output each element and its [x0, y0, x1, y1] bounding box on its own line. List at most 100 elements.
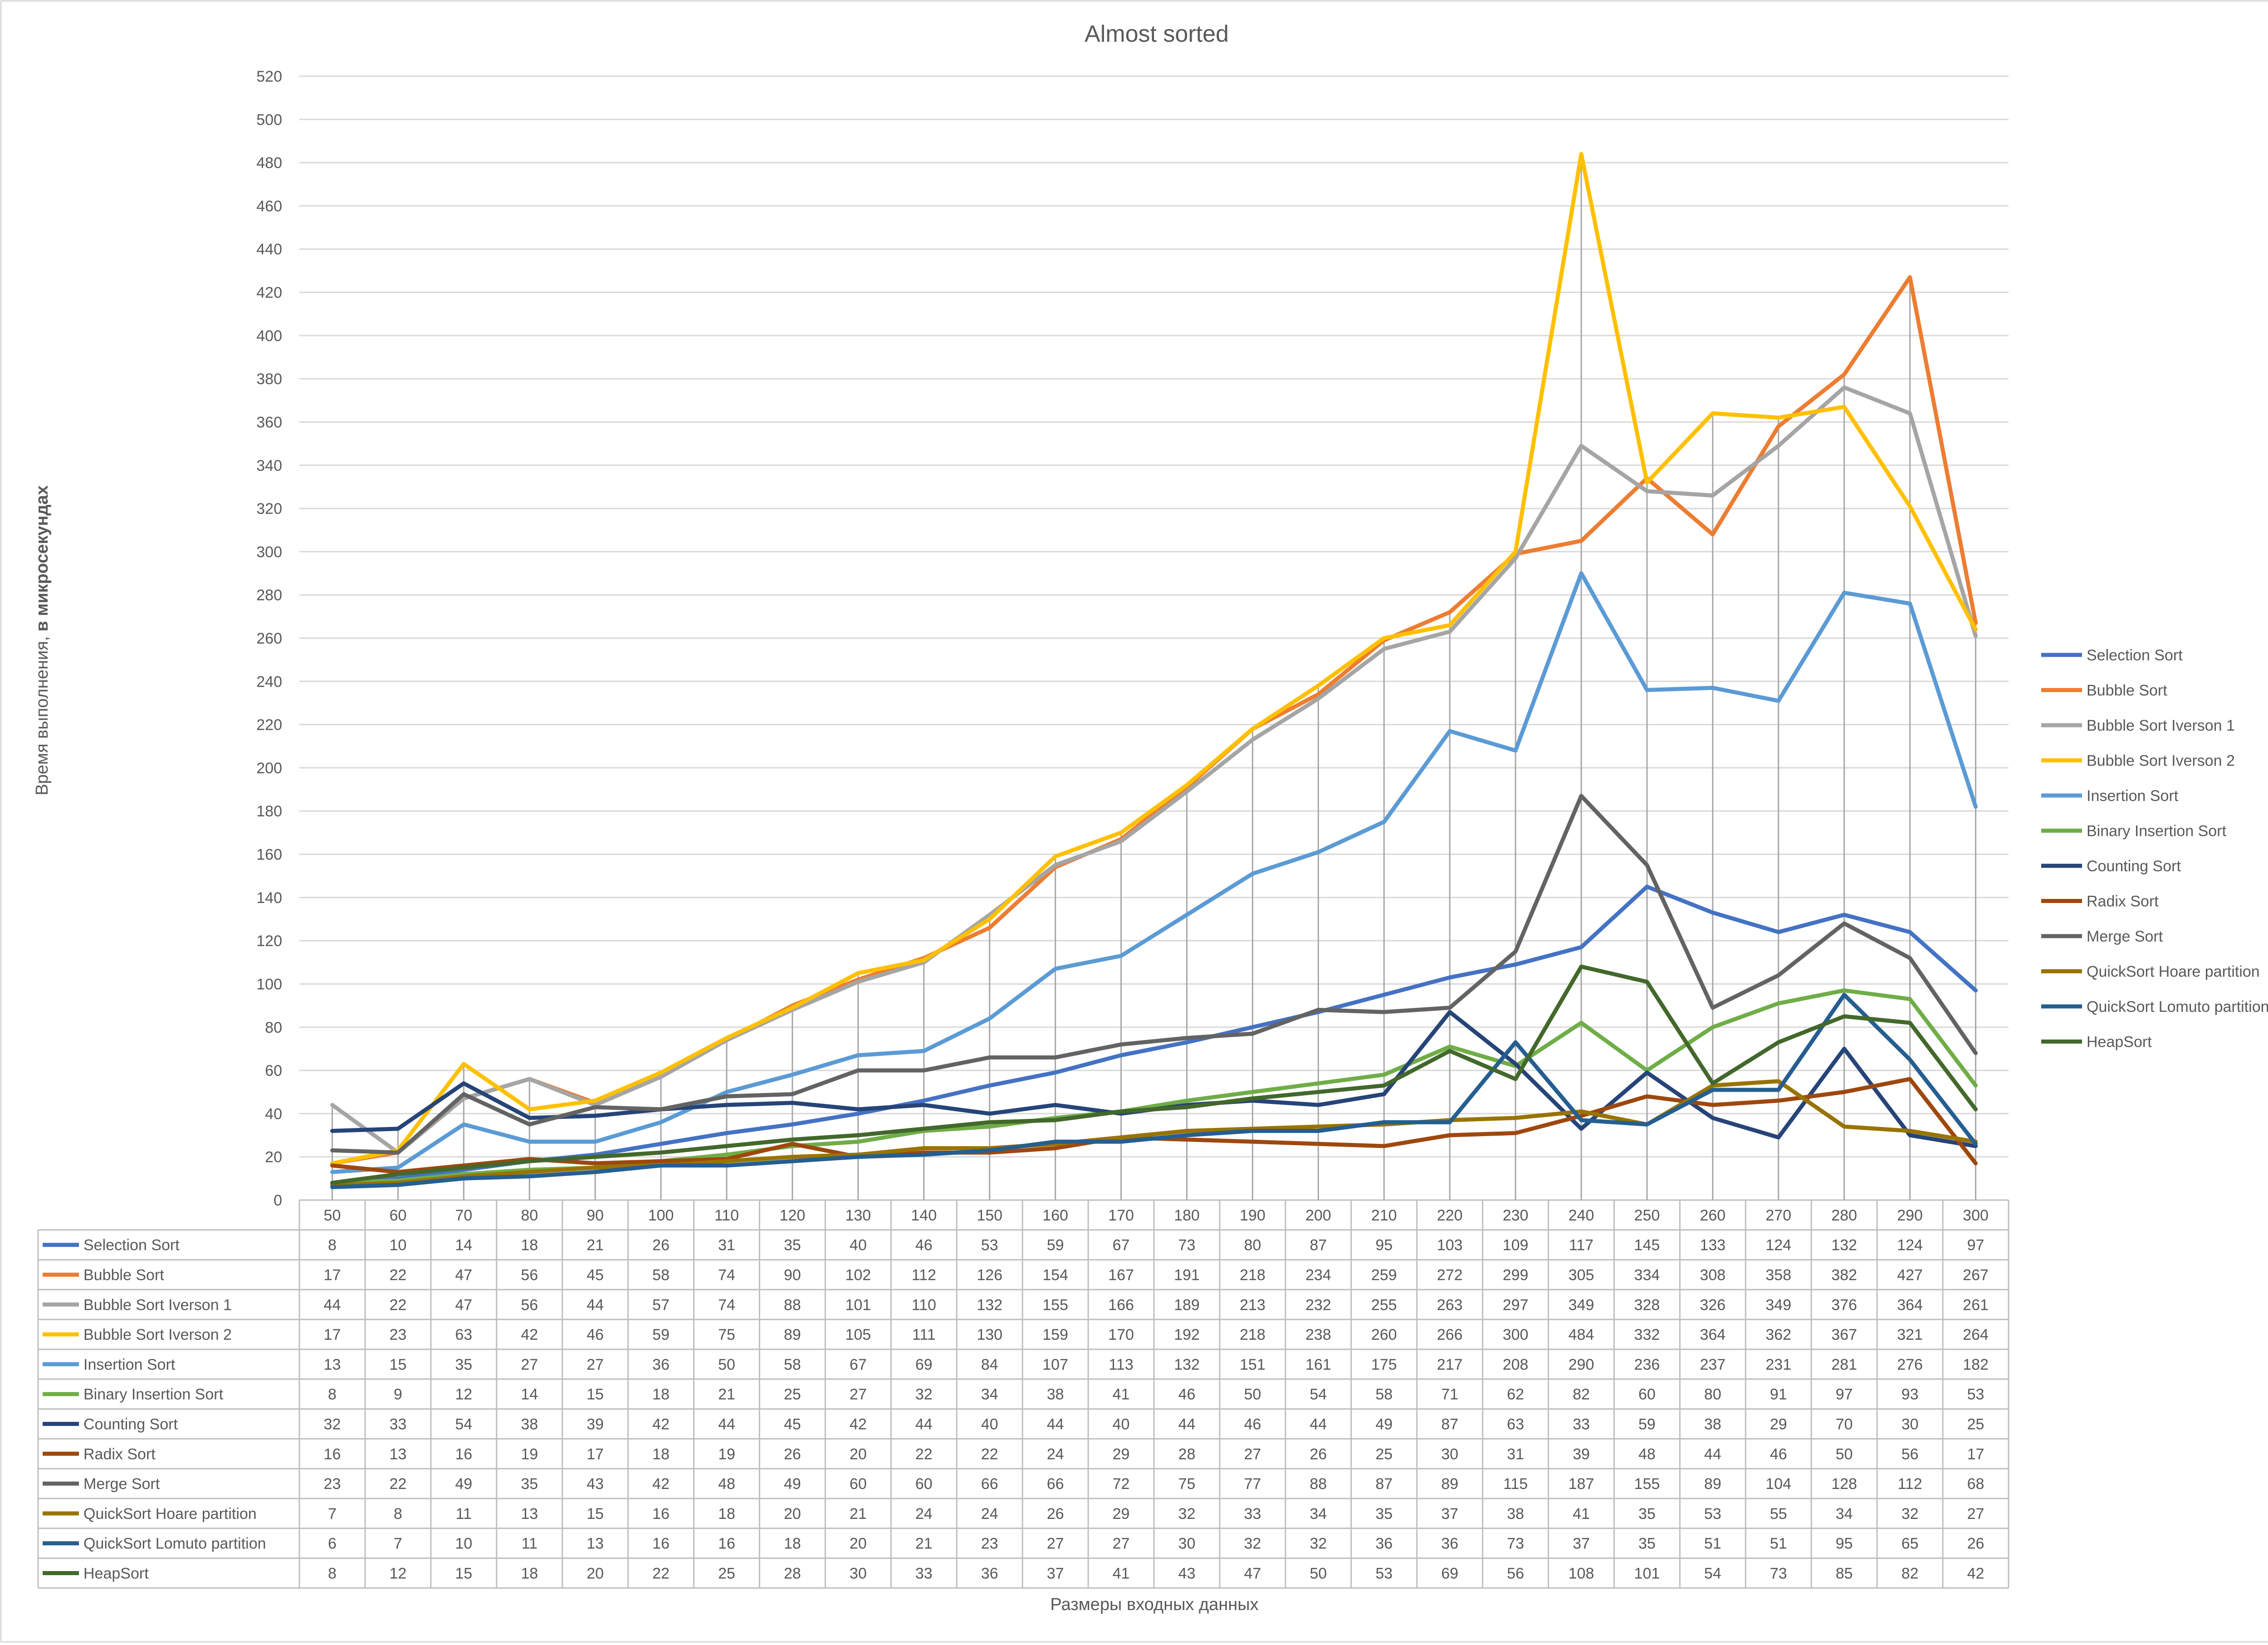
- table-cell: 16: [455, 1445, 472, 1463]
- table-cell: 32: [1901, 1505, 1919, 1523]
- table-cell: 50: [1244, 1386, 1261, 1403]
- table-cell: 51: [1770, 1535, 1787, 1552]
- series-line: [330, 884, 1978, 1185]
- table-cell: 16: [324, 1445, 341, 1463]
- table-cell: 18: [521, 1565, 538, 1582]
- table-cell: 38: [1507, 1505, 1524, 1523]
- table-cell: 53: [1704, 1505, 1721, 1523]
- table-row-label: Bubble Sort Iverson 1: [83, 1296, 232, 1313]
- x-tick-label: 180: [1174, 1207, 1200, 1224]
- y-tick-label: 140: [256, 889, 282, 907]
- x-tick-label: 100: [648, 1207, 674, 1224]
- table-cell: 66: [1047, 1475, 1064, 1493]
- table-cell: 46: [1770, 1445, 1787, 1463]
- table-cell: 62: [1507, 1386, 1524, 1403]
- table-cell: 130: [977, 1326, 1002, 1343]
- table-cell: 59: [652, 1326, 670, 1343]
- table-cell: 7: [328, 1505, 337, 1523]
- table-cell: 367: [1831, 1326, 1857, 1343]
- table-cell: 23: [981, 1535, 998, 1552]
- table-cell: 44: [915, 1416, 933, 1433]
- table-cell: 44: [324, 1296, 341, 1313]
- legend-entry: Counting Sort: [2087, 858, 2181, 875]
- table-cell: 349: [1765, 1296, 1791, 1313]
- table-cell: 15: [389, 1356, 406, 1373]
- table-cell: 16: [652, 1505, 670, 1523]
- table-cell: 18: [652, 1386, 670, 1403]
- legend-entry: Insertion Sort: [2087, 787, 2179, 805]
- table-cell: 27: [521, 1356, 538, 1373]
- table-cell: 264: [1963, 1326, 1989, 1343]
- series-line: [330, 571, 1978, 1174]
- table-cell: 34: [981, 1386, 998, 1403]
- series-line: [330, 992, 1978, 1189]
- table-cell: 97: [1836, 1386, 1853, 1403]
- table-cell: 49: [784, 1475, 801, 1493]
- table-cell: 35: [1375, 1505, 1393, 1523]
- table-cell: 77: [1244, 1475, 1261, 1493]
- y-tick-label: 0: [274, 1192, 282, 1209]
- table-cell: 364: [1897, 1296, 1923, 1313]
- table-cell: 27: [1967, 1505, 1984, 1523]
- table-cell: 18: [652, 1445, 670, 1463]
- y-tick-label: 440: [256, 241, 282, 258]
- table-cell: 30: [1901, 1416, 1919, 1433]
- table-cell: 28: [1178, 1445, 1196, 1463]
- table-cell: 54: [1704, 1565, 1721, 1582]
- table-cell: 8: [394, 1505, 402, 1523]
- table-cell: 217: [1437, 1356, 1463, 1373]
- table-cell: 32: [915, 1386, 933, 1403]
- table-cell: 35: [455, 1356, 472, 1373]
- y-tick-label: 420: [256, 284, 282, 302]
- table-cell: 22: [981, 1445, 998, 1463]
- table-cell: 74: [718, 1296, 735, 1313]
- y-tick-label: 460: [256, 198, 282, 215]
- y-tick-label: 60: [265, 1062, 282, 1079]
- table-cell: 11: [522, 1535, 538, 1552]
- table-cell: 308: [1700, 1267, 1725, 1284]
- table-cell: 73: [1178, 1237, 1196, 1254]
- legend-entry: Selection Sort: [2087, 647, 2183, 664]
- table-cell: 91: [1770, 1386, 1787, 1403]
- table-cell: 13: [587, 1535, 604, 1552]
- table-cell: 103: [1437, 1237, 1463, 1254]
- table-cell: 290: [1569, 1356, 1594, 1373]
- table-cell: 236: [1634, 1356, 1660, 1373]
- table-cell: 58: [784, 1356, 801, 1373]
- table-cell: 44: [587, 1296, 604, 1313]
- table-cell: 334: [1634, 1267, 1660, 1284]
- table-cell: 48: [1638, 1445, 1656, 1463]
- x-tick-label: 90: [587, 1207, 604, 1224]
- table-cell: 39: [1573, 1445, 1590, 1463]
- y-tick-label: 400: [256, 327, 282, 345]
- legend-entry: Bubble Sort: [2087, 682, 2167, 699]
- table-cell: 56: [521, 1296, 538, 1313]
- table-cell: 16: [652, 1535, 670, 1552]
- x-tick-label: 70: [455, 1207, 472, 1224]
- table-cell: 33: [1244, 1505, 1261, 1523]
- table-cell: 53: [1967, 1386, 1984, 1403]
- table-cell: 34: [1836, 1505, 1853, 1523]
- table-cell: 427: [1897, 1267, 1923, 1284]
- table-row-label: Binary Insertion Sort: [83, 1386, 224, 1403]
- table-cell: 39: [587, 1416, 604, 1433]
- y-tick-label: 20: [265, 1149, 282, 1166]
- table-cell: 132: [1831, 1237, 1857, 1254]
- table-cell: 208: [1503, 1356, 1529, 1373]
- table-cell: 9: [394, 1386, 402, 1403]
- table-cell: 54: [455, 1416, 472, 1433]
- legend: Selection Sort Bubble Sort Bubble Sort Ive…: [2041, 647, 2268, 1051]
- table-cell: 17: [324, 1267, 341, 1284]
- y-tick-label: 300: [256, 543, 282, 561]
- table-cell: 66: [981, 1475, 998, 1493]
- table-cell: 108: [1569, 1565, 1594, 1582]
- table-cell: 71: [1441, 1386, 1458, 1403]
- x-tick-label: 60: [389, 1207, 406, 1224]
- table-cell: 299: [1503, 1267, 1529, 1284]
- table-cell: 18: [521, 1237, 538, 1254]
- table-cell: 232: [1305, 1296, 1331, 1313]
- table-cell: 22: [389, 1267, 406, 1284]
- series-line: [330, 964, 1978, 1185]
- legend-entry: HeapSort: [2087, 1034, 2152, 1051]
